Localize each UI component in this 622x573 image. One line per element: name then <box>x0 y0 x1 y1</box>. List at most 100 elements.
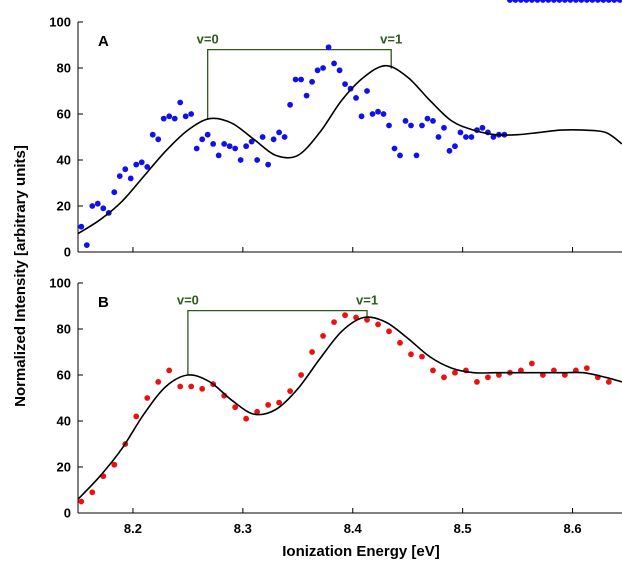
data-point <box>474 379 480 385</box>
data-point <box>605 379 612 385</box>
fit-line <box>77 316 622 500</box>
data-point <box>600 0 607 3</box>
data-point <box>342 81 348 87</box>
data-point <box>369 111 376 117</box>
y-tick-label: 60 <box>57 368 71 383</box>
data-point <box>452 369 458 376</box>
data-point <box>133 161 140 168</box>
panel-a: 0 20 40 60 80 100 A v=0 v=1 <box>49 0 622 260</box>
data-point <box>534 0 541 3</box>
data-point <box>430 118 436 124</box>
data-point <box>408 122 414 129</box>
data-point <box>589 0 596 3</box>
data-point <box>419 122 425 129</box>
y-tick-label: 0 <box>64 506 71 521</box>
data-point <box>325 44 332 51</box>
data-point <box>550 367 557 374</box>
panel-b: 0 20 40 60 80 100 8.2 8.3 8.4 8.5 8.6 B v=0 v=1 <box>49 276 622 536</box>
data-point <box>452 143 458 150</box>
data-point <box>517 367 524 374</box>
data-point <box>331 60 337 67</box>
annotation-label: v=0 <box>177 293 199 308</box>
data-point <box>479 124 486 131</box>
data-point <box>353 95 359 101</box>
data-point <box>386 122 392 129</box>
data-point <box>561 0 568 3</box>
data-point <box>594 0 601 3</box>
data-point <box>270 136 277 143</box>
panel-label: B <box>98 294 109 311</box>
data-point <box>193 145 200 152</box>
data-point <box>276 399 283 406</box>
data-point <box>133 413 140 420</box>
data-point <box>364 88 370 94</box>
data-point <box>320 65 326 71</box>
data-point <box>611 0 618 3</box>
data-point <box>243 143 250 150</box>
y-tick-label: 60 <box>57 107 71 122</box>
y-tick-label: 20 <box>57 199 71 214</box>
data-point <box>490 134 497 140</box>
y-tick-label: 100 <box>49 15 71 30</box>
data-point <box>210 141 217 147</box>
data-point <box>309 78 315 85</box>
data-point <box>89 203 96 209</box>
data-point <box>539 0 546 3</box>
data-point <box>111 189 118 196</box>
data-point <box>287 388 294 394</box>
data-point <box>188 383 195 390</box>
data-point <box>528 0 535 3</box>
data-point <box>138 159 145 166</box>
data-point <box>463 134 469 140</box>
data-point <box>89 489 96 496</box>
data-point <box>567 0 574 3</box>
data-point <box>342 312 348 319</box>
data-point <box>550 0 557 3</box>
data-point <box>171 115 178 122</box>
data-point <box>248 138 255 145</box>
data-point <box>424 115 431 122</box>
x-tick-label: 8.5 <box>454 521 472 536</box>
data-point <box>243 415 250 422</box>
y-tick-label: 80 <box>57 322 71 337</box>
data-point <box>177 99 184 106</box>
data-point <box>528 360 535 367</box>
data-point <box>100 205 107 212</box>
data-point <box>232 145 239 152</box>
data-point <box>83 242 90 249</box>
data-point <box>331 319 337 325</box>
annotation-label: v=1 <box>380 32 402 47</box>
data-point <box>408 351 414 358</box>
data-point <box>441 124 447 131</box>
data-point <box>402 118 409 124</box>
annotation-bracket <box>187 309 368 375</box>
data-point <box>149 131 156 138</box>
data-point <box>320 333 326 339</box>
data-point <box>457 129 464 136</box>
data-point <box>177 383 184 390</box>
data-point <box>468 134 475 140</box>
data-point <box>413 152 420 159</box>
data-point <box>127 175 134 182</box>
data-point <box>276 129 283 136</box>
data-point <box>259 134 266 140</box>
x-tick-label: 8.4 <box>344 521 363 536</box>
data-point <box>605 0 612 3</box>
data-point <box>265 161 272 168</box>
data-point <box>237 157 244 163</box>
data-point <box>496 372 502 378</box>
data-point <box>254 408 261 415</box>
data-point <box>309 349 315 355</box>
data-point <box>298 372 304 378</box>
y-tick-label: 100 <box>49 276 71 291</box>
annotation-label: v=1 <box>356 293 378 308</box>
data-point <box>386 328 392 335</box>
data-point <box>303 92 310 99</box>
data-point <box>358 113 365 120</box>
data-point <box>144 164 151 170</box>
data-point <box>545 0 552 3</box>
data-point <box>221 141 228 147</box>
data-point <box>507 0 513 3</box>
x-tick-label: 8.3 <box>234 521 252 536</box>
